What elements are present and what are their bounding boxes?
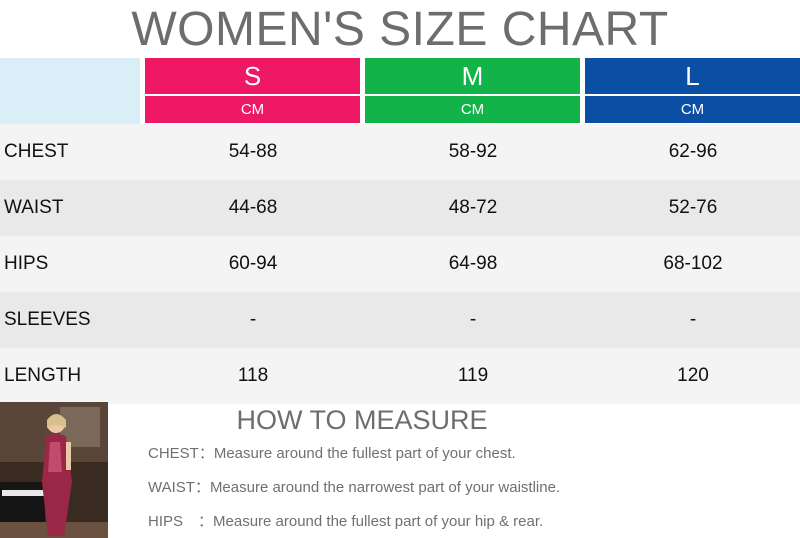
measure-instruction-chest: CHEST：Measure around the fullest part of… xyxy=(148,445,516,462)
cell-l: 68-102 xyxy=(663,253,723,274)
row-label: LENGTH xyxy=(4,365,82,386)
cell-l: 120 xyxy=(677,365,709,386)
table-row-length: LENGTH 118 119 120 xyxy=(0,348,800,404)
table-row-chest: CHEST 54-88 58-92 62-96 xyxy=(0,124,800,180)
cell-l: - xyxy=(689,309,697,330)
table-row-hips: HIPS 60-94 64-98 68-102 xyxy=(0,236,800,292)
cell-l: 52-76 xyxy=(668,197,718,218)
cell-m: 119 xyxy=(457,365,489,386)
how-to-measure-title: HOW TO MEASURE xyxy=(236,405,488,435)
header-corner-cell xyxy=(0,58,140,124)
size-header-m: M xyxy=(365,58,580,94)
chart-title: WOMEN'S SIZE CHART xyxy=(131,3,669,56)
row-label: CHEST xyxy=(4,141,69,162)
table-row-waist: WAIST 44-68 48-72 52-76 xyxy=(0,180,800,236)
row-label: WAIST xyxy=(4,197,64,218)
size-header-l: L xyxy=(585,58,800,94)
cell-m: 48-72 xyxy=(448,197,498,218)
unit-label-m: CM xyxy=(365,96,580,123)
size-header-s: S xyxy=(145,58,360,94)
cell-s: 44-68 xyxy=(228,197,278,218)
measure-instruction-waist: WAIST：Measure around the narrowest part … xyxy=(148,479,561,496)
cell-m: - xyxy=(469,309,477,330)
unit-label-l: CM xyxy=(585,96,800,123)
cell-s: - xyxy=(249,309,257,330)
cell-s: 54-88 xyxy=(228,141,278,162)
cell-m: 58-92 xyxy=(448,141,498,162)
row-label: SLEEVES xyxy=(4,309,91,330)
row-label: HIPS xyxy=(4,253,49,274)
cell-s: 60-94 xyxy=(228,253,278,274)
model-photo xyxy=(0,402,108,538)
cell-l: 62-96 xyxy=(668,141,718,162)
unit-label-s: CM xyxy=(145,96,360,123)
cell-s: 118 xyxy=(237,365,269,386)
measure-instruction-hips: HIPS ：Measure around the fullest part of… xyxy=(148,513,544,530)
cell-m: 64-98 xyxy=(448,253,498,274)
table-row-sleeves: SLEEVES - - - xyxy=(0,292,800,348)
